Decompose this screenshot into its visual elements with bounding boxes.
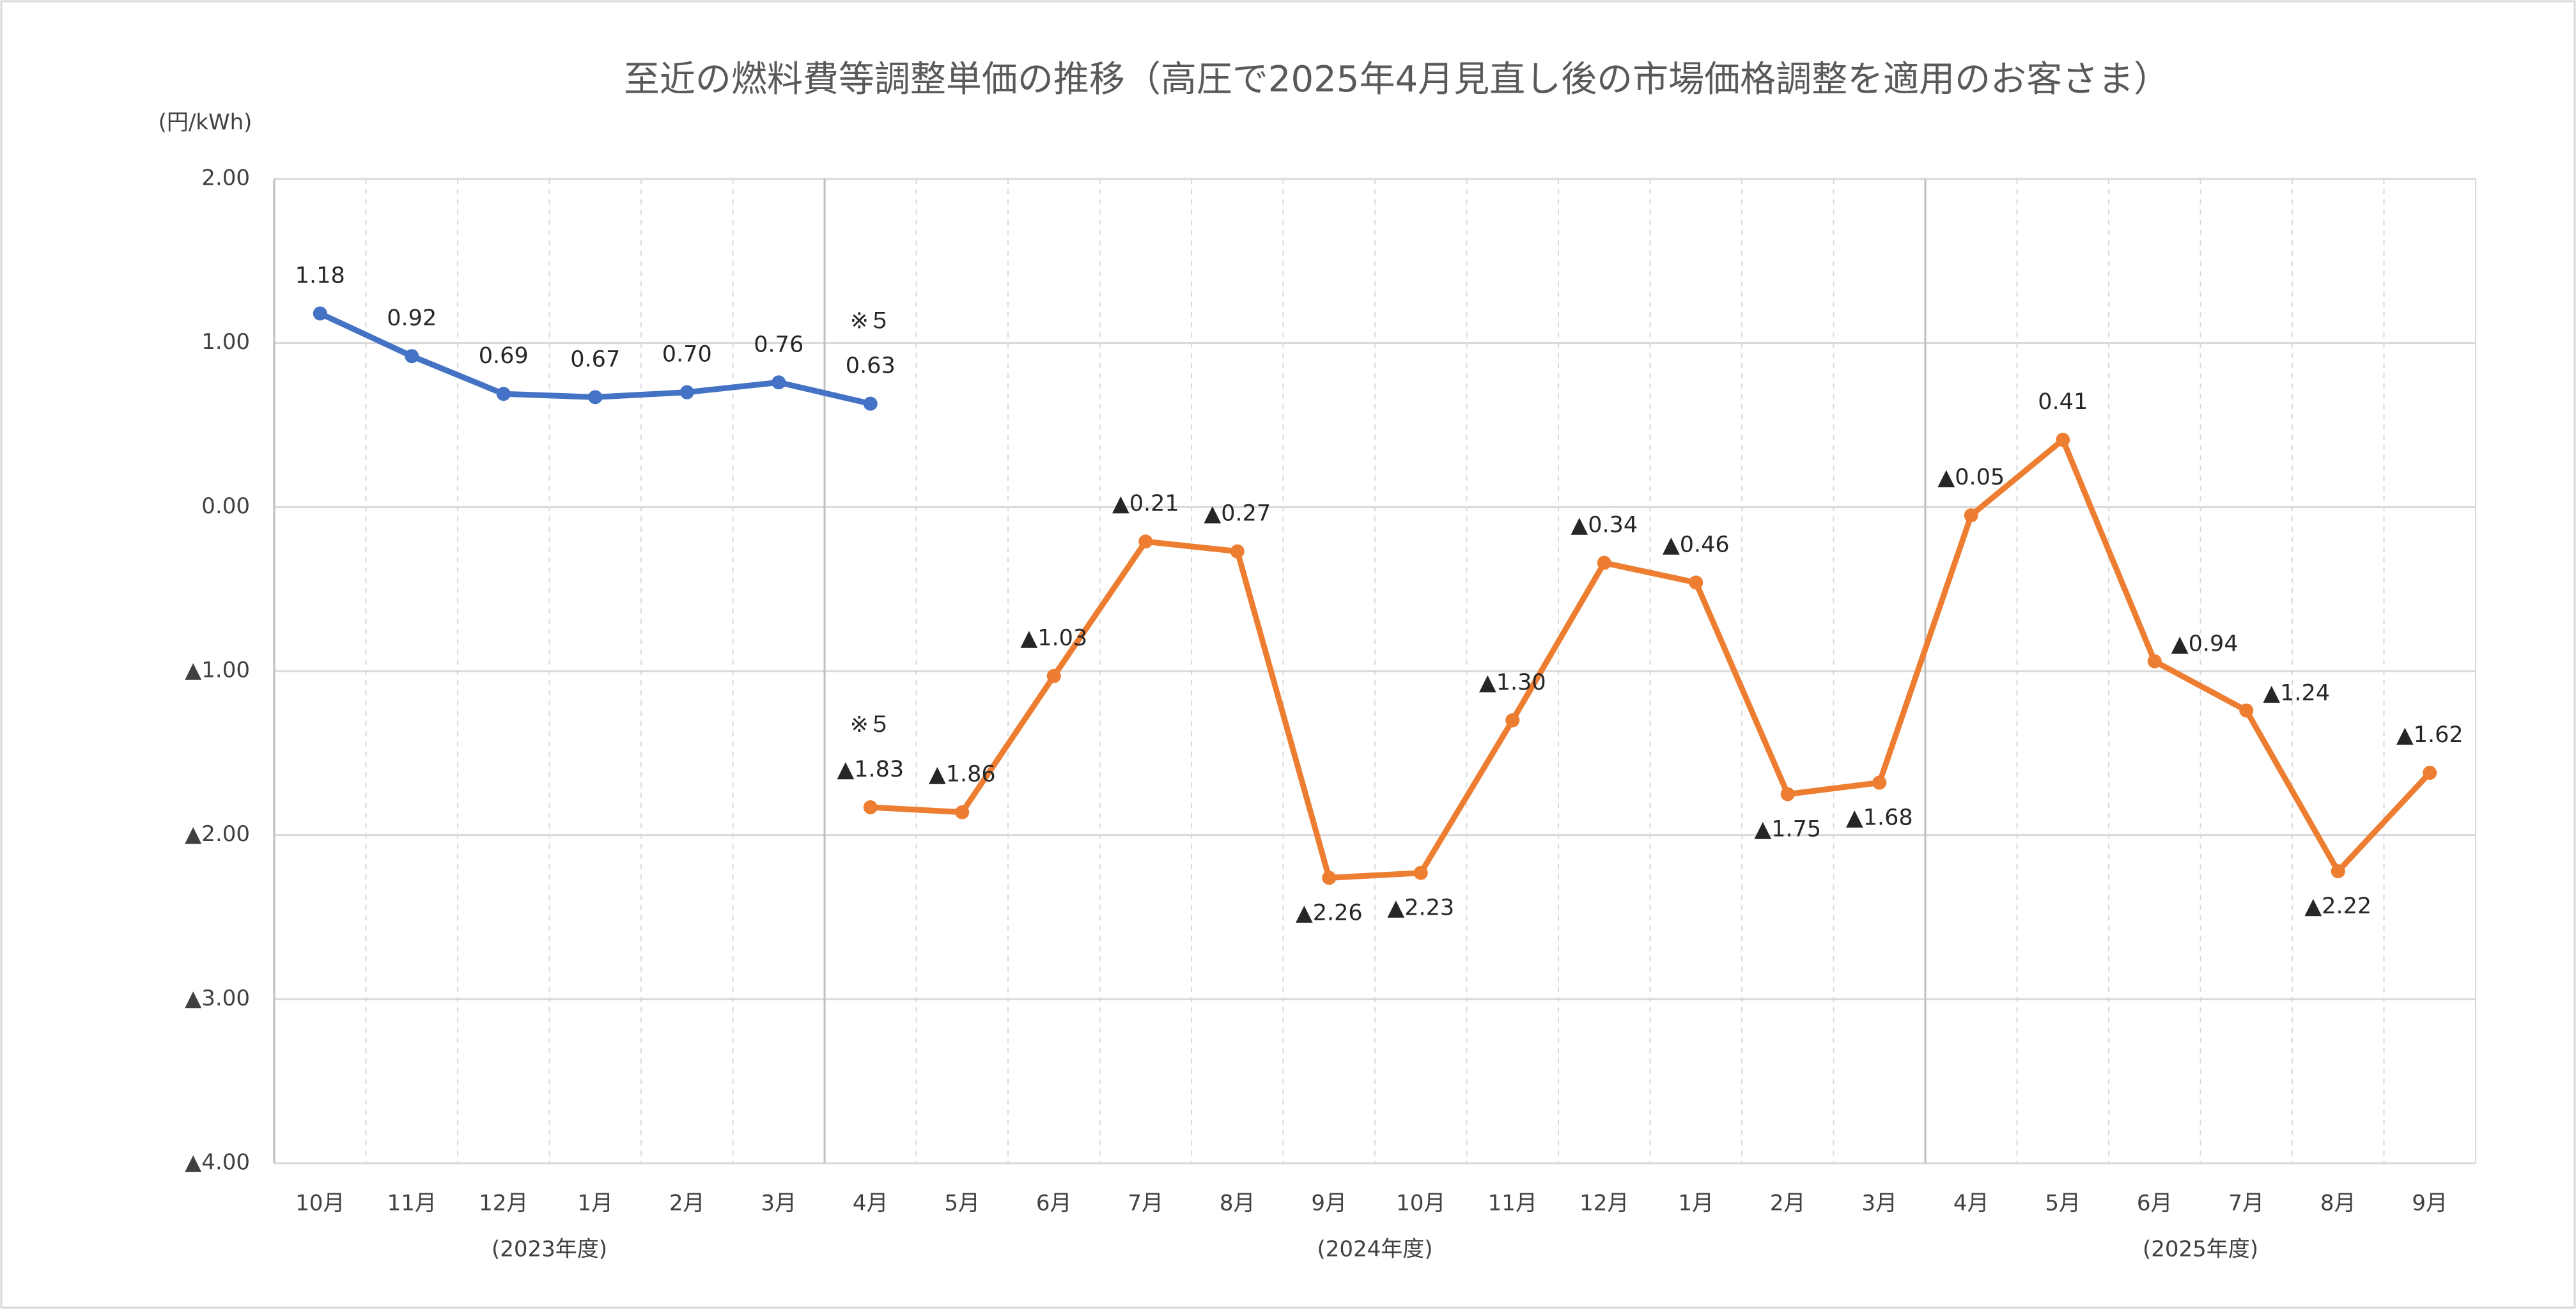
x-group-label: (2024年度) [1317,1237,1432,1262]
data-point [1964,508,1978,523]
x-tick-label: 5月 [944,1191,980,1216]
x-tick-label: 3月 [761,1191,796,1216]
data-label: 0.69 [479,343,529,369]
annotation: ※５ [850,712,891,738]
data-label: ▲1.83 [837,757,904,782]
chart-title: 至近の燃料費等調整単価の推移（高圧で2025年4月見直し後の市場価格調整を適用の… [624,59,2169,100]
data-point [1689,575,1703,590]
data-label: 0.70 [662,342,712,368]
x-tick-label: 12月 [1579,1191,1629,1216]
x-tick-label: 12月 [479,1191,528,1216]
x-tick-label: 3月 [1861,1191,1897,1216]
x-group-label: (2025年度) [2143,1237,2258,1262]
y-tick-label: ▲4.00 [185,1150,250,1175]
data-point [955,805,970,819]
x-tick-label: 11月 [387,1191,437,1216]
data-point [863,800,878,815]
data-point [2423,766,2437,780]
data-point [863,396,878,411]
data-label: ▲0.27 [1204,501,1271,527]
data-point [2239,703,2254,718]
y-axis-unit: (円/kWh) [159,110,252,136]
data-label: ▲1.86 [929,762,996,787]
y-tick-label: 0.00 [201,493,250,519]
data-label: ▲0.21 [1112,491,1179,516]
data-label: 0.67 [570,346,620,372]
data-label: 0.76 [754,332,803,357]
data-point [2331,864,2345,879]
y-tick-label: ▲1.00 [185,658,250,683]
x-group-label: (2023年度) [492,1237,607,1262]
x-tick-label: 11月 [1488,1191,1537,1216]
series-line [870,437,2432,881]
data-label: 0.41 [2038,389,2088,415]
x-tick-label: 7月 [2228,1191,2264,1216]
y-tick-label: ▲2.00 [185,821,250,847]
x-tick-label: 9月 [2412,1191,2448,1216]
data-label: ▲1.30 [1479,670,1546,695]
data-label: ▲2.22 [2304,894,2371,919]
data-point [1322,871,1337,885]
data-point [1872,775,1887,790]
data-point [772,375,786,390]
x-tick-label: 1月 [577,1191,613,1216]
data-label: ▲2.23 [1387,895,1454,921]
data-label: ▲2.26 [1296,900,1363,926]
annotation: ※５ [850,309,891,334]
x-tick-label: 7月 [1128,1191,1163,1216]
x-tick-label: 10月 [1396,1191,1445,1216]
data-label: ▲0.94 [2171,631,2238,657]
y-tick-label: 1.00 [201,329,250,355]
data-point [2147,654,2162,669]
data-point [1138,534,1153,549]
x-tick-label: 6月 [1036,1191,1072,1216]
data-point [1780,787,1795,802]
data-label: ▲0.34 [1571,513,1638,538]
data-point [496,387,511,401]
data-point [2056,433,2070,447]
x-tick-label: 2月 [1770,1191,1806,1216]
data-label: 0.63 [846,353,896,379]
data-label: ▲0.46 [1663,532,1730,557]
x-tick-label: 2月 [669,1191,705,1216]
y-tick-label: 2.00 [201,166,250,191]
data-point [1230,544,1245,559]
data-label: ▲1.62 [2396,722,2463,748]
data-label: ▲1.75 [1754,817,1821,842]
data-label: 0.92 [387,306,437,331]
data-point [313,306,327,321]
data-point [588,390,603,405]
data-point [405,349,419,364]
data-point [1046,669,1061,683]
x-tick-label: 4月 [853,1191,888,1216]
x-tick-label: 6月 [2137,1191,2173,1216]
x-tick-label: 5月 [2045,1191,2081,1216]
data-point [1597,555,1611,570]
data-point [1505,713,1520,727]
data-label: ▲1.24 [2263,681,2330,706]
y-tick-label: ▲3.00 [185,986,250,1011]
data-label: 1.18 [295,263,345,288]
data-label: ▲0.05 [1937,465,2005,490]
data-label: ▲1.68 [1846,805,1913,831]
x-tick-label: 10月 [295,1191,345,1216]
x-tick-label: 8月 [2320,1191,2356,1216]
data-label: ▲1.03 [1020,626,1087,651]
x-tick-label: 4月 [1953,1191,1989,1216]
data-point [1413,865,1428,880]
x-tick-label: 1月 [1678,1191,1714,1216]
x-tick-label: 8月 [1220,1191,1255,1216]
x-tick-label: 9月 [1311,1191,1347,1216]
data-point [679,385,694,399]
